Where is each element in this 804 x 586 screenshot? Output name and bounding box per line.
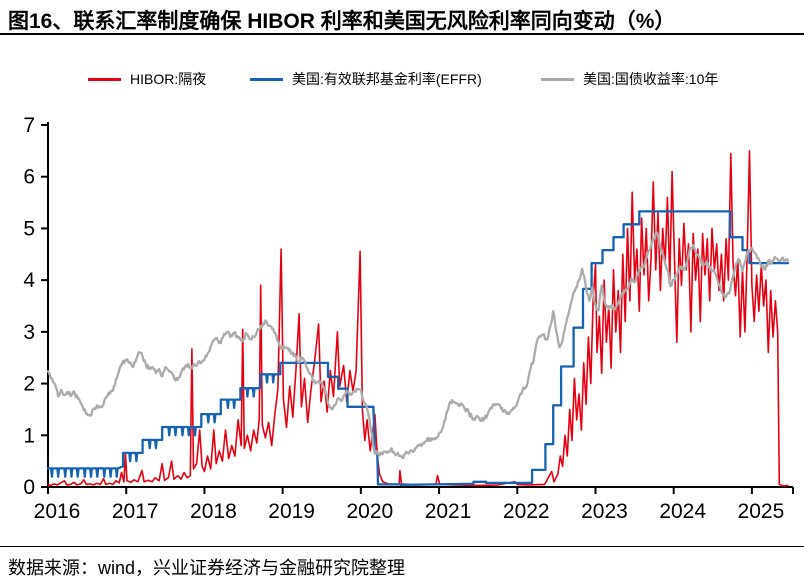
- y-axis-tick-label: 1: [23, 424, 35, 447]
- figure-title: 图16、联系汇率制度确保 HIBOR 利率和美国无风险利率同向变动（%）: [8, 10, 676, 33]
- x-axis-tick-label: 2025: [738, 500, 785, 523]
- series-line-us-10y-treasury: [46, 231, 790, 460]
- x-axis-tick-label: 2016: [34, 500, 81, 523]
- x-axis-tick-label: 2019: [268, 500, 315, 523]
- x-axis-tick-label: 2022: [503, 500, 550, 523]
- legend-label-ust10y: 美国:国债收益率:10年: [583, 71, 719, 87]
- y-axis-tick-label: 6: [23, 166, 35, 189]
- legend-label-hibor: HIBOR:隔夜: [130, 71, 207, 87]
- y-axis-tick-label: 3: [23, 321, 35, 344]
- y-axis-tick-label: 2: [23, 373, 35, 396]
- legend-item-hibor: HIBOR:隔夜: [88, 70, 206, 88]
- x-axis-tick-label: 2018: [190, 500, 237, 523]
- series-line-us-effr: [46, 210, 790, 487]
- chart-canvas: 0 1 2 3 4 5 6 7 2016 2017 2018 2019 2020 2021 2022 2023…: [23, 114, 794, 523]
- source-note: 数据来源：wind，兴业证券经济与金融研究院整理: [8, 558, 406, 578]
- footer-divider: [0, 546, 804, 547]
- chart-legend: HIBOR:隔夜 美国:有效联邦基金利率(EFFR) 美国:国债收益率:10年: [0, 0, 804, 100]
- legend-item-ust10y: 美国:国债收益率:10年: [541, 70, 718, 88]
- x-axis-tick-label: 2020: [346, 500, 393, 523]
- legend-item-effr: 美国:有效联邦基金利率(EFFR): [250, 70, 482, 88]
- y-axis-tick-label: 0: [23, 476, 35, 499]
- title-divider: [0, 33, 804, 35]
- legend-label-effr: 美国:有效联邦基金利率(EFFR): [292, 71, 482, 87]
- hibor-line-sample-icon: [88, 77, 121, 81]
- y-axis-tick-label: 4: [23, 269, 35, 292]
- series-line-hibor-overnight: [47, 150, 789, 487]
- x-axis-tick-label: 2024: [659, 500, 706, 523]
- effr-line-sample-icon: [250, 77, 283, 81]
- axis-lines: [47, 122, 793, 488]
- x-axis-tick-label: 2017: [112, 500, 159, 523]
- y-axis-tick-label: 7: [23, 114, 35, 137]
- y-axis-tick-label: 5: [23, 217, 35, 240]
- x-axis-tick-label: 2021: [425, 500, 472, 523]
- ust10y-line-sample-icon: [541, 77, 574, 81]
- x-axis-tick-label: 2023: [581, 500, 628, 523]
